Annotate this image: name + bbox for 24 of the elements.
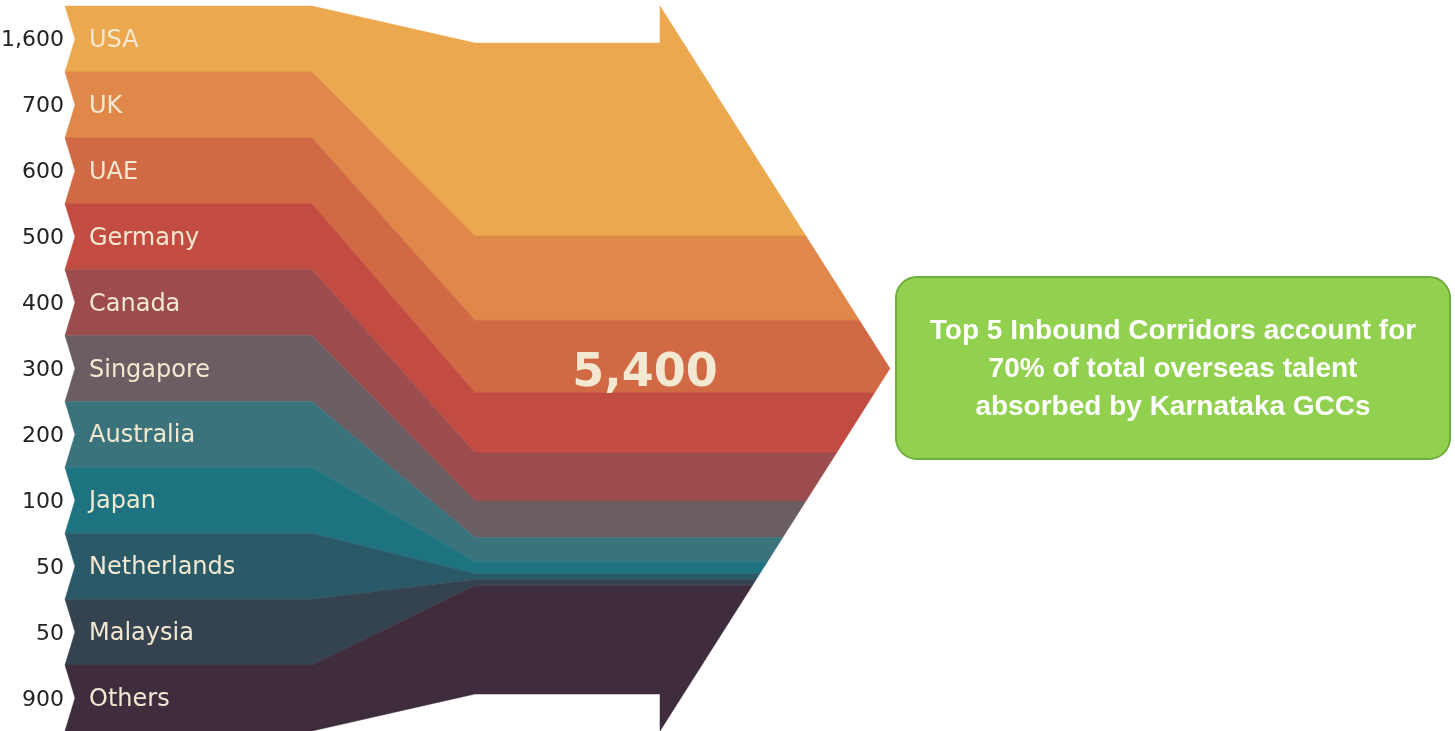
category-label: Netherlands [89,552,236,581]
data-label: 600 [22,158,64,184]
data-label: 1,600 [1,26,64,52]
data-label: 300 [22,356,64,381]
data-label: 100 [22,487,64,513]
category-label: Singapore [89,354,211,383]
category-label: Germany [89,222,200,251]
data-label: 500 [22,224,64,250]
text: 5,400 [572,343,718,397]
category-label: Canada [89,288,181,317]
category-label: Malaysia [89,618,194,647]
data-label: 400 [22,290,64,316]
category-label: Australia [89,420,196,449]
category-label: UK [89,90,124,119]
data-label: 700 [22,92,64,118]
text: Top 5 Inbound Corridors account for 70% of total overseas talent absorbed by Karnataka GCCs [928,313,1418,423]
category-label: Others [89,684,170,713]
data-label: 200 [22,421,64,447]
category-label: USA [89,24,140,53]
data-label: 900 [22,685,64,711]
category-label: Japan [87,486,156,515]
category-label: UAE [89,156,139,185]
data-label: 50 [36,619,64,645]
data-label: 50 [36,553,64,579]
